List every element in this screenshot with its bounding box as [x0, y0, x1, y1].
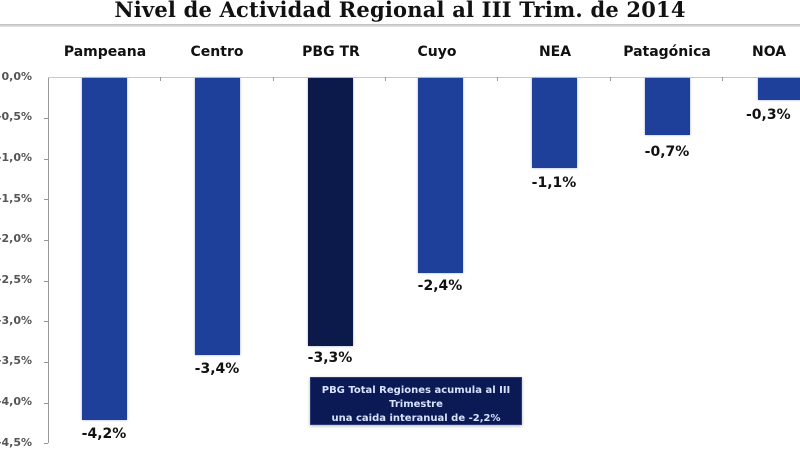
bar-pampeana [82, 78, 127, 420]
y-tick-mark [44, 159, 48, 160]
y-tick-label: -4,5% [0, 436, 32, 449]
annotation-line-2: una caida interanual de -2,2% [331, 413, 501, 424]
value-label-pbg-tr: -3,3% [307, 350, 353, 366]
y-tick-label: -3,5% [0, 354, 32, 367]
title-divider [0, 24, 800, 27]
value-label-patagonica: -0,7% [644, 144, 690, 160]
x-tick-mark [160, 77, 161, 81]
value-label-centro: -3,4% [194, 361, 240, 377]
x-tick-mark [610, 77, 611, 81]
y-tick-mark [44, 199, 48, 200]
bar-patagonica [645, 78, 690, 135]
y-tick-mark [44, 281, 48, 282]
annotation-box: PBG Total Regiones acumula al III Trimes… [310, 377, 522, 425]
y-tick-label: -3,0% [0, 314, 32, 327]
value-label-noa: -0,3% [746, 107, 791, 123]
category-label-noa: NOA [752, 44, 787, 60]
x-tick-mark [497, 77, 498, 81]
y-tick-label: 0,0% [1, 70, 32, 83]
y-tick-label: -4,0% [0, 395, 32, 408]
x-axis [48, 77, 800, 78]
x-tick-mark [722, 77, 723, 81]
annotation-line-1: PBG Total Regiones acumula al III Trimes… [321, 385, 511, 410]
value-label-nea: -1,1% [531, 175, 577, 191]
category-label-pbg-tr: PBG TR [302, 44, 360, 60]
bar-cuyo [418, 78, 463, 273]
y-tick-label: -0,5% [0, 110, 32, 123]
chart-title: Nivel de Actividad Regional al III Trim.… [114, 0, 686, 22]
bar-pbg-tr [308, 78, 353, 346]
y-tick-label: -1,0% [0, 151, 32, 164]
bar-centro [195, 78, 240, 355]
category-label-patagonica: Patagónica [623, 44, 711, 60]
y-axis [48, 77, 49, 443]
y-tick-label: -2,5% [0, 273, 32, 286]
y-tick-mark [44, 321, 48, 322]
bar-noa [758, 78, 800, 100]
category-label-nea: NEA [538, 44, 572, 60]
category-label-centro: Centro [190, 44, 244, 60]
bar-nea [532, 78, 577, 168]
category-label-pampeana: Pampeana [63, 44, 147, 60]
y-tick-label: -2,0% [0, 232, 32, 245]
category-label-cuyo: Cuyo [417, 44, 457, 60]
y-tick-label: -1,5% [0, 192, 32, 205]
value-label-pampeana: -4,2% [81, 426, 127, 442]
x-tick-mark [385, 77, 386, 81]
y-tick-mark [44, 118, 48, 119]
value-label-cuyo: -2,4% [417, 278, 463, 294]
y-tick-mark [44, 362, 48, 363]
y-tick-mark [44, 240, 48, 241]
y-tick-mark [44, 403, 48, 404]
x-tick-mark [273, 77, 274, 81]
y-tick-mark [44, 443, 48, 444]
